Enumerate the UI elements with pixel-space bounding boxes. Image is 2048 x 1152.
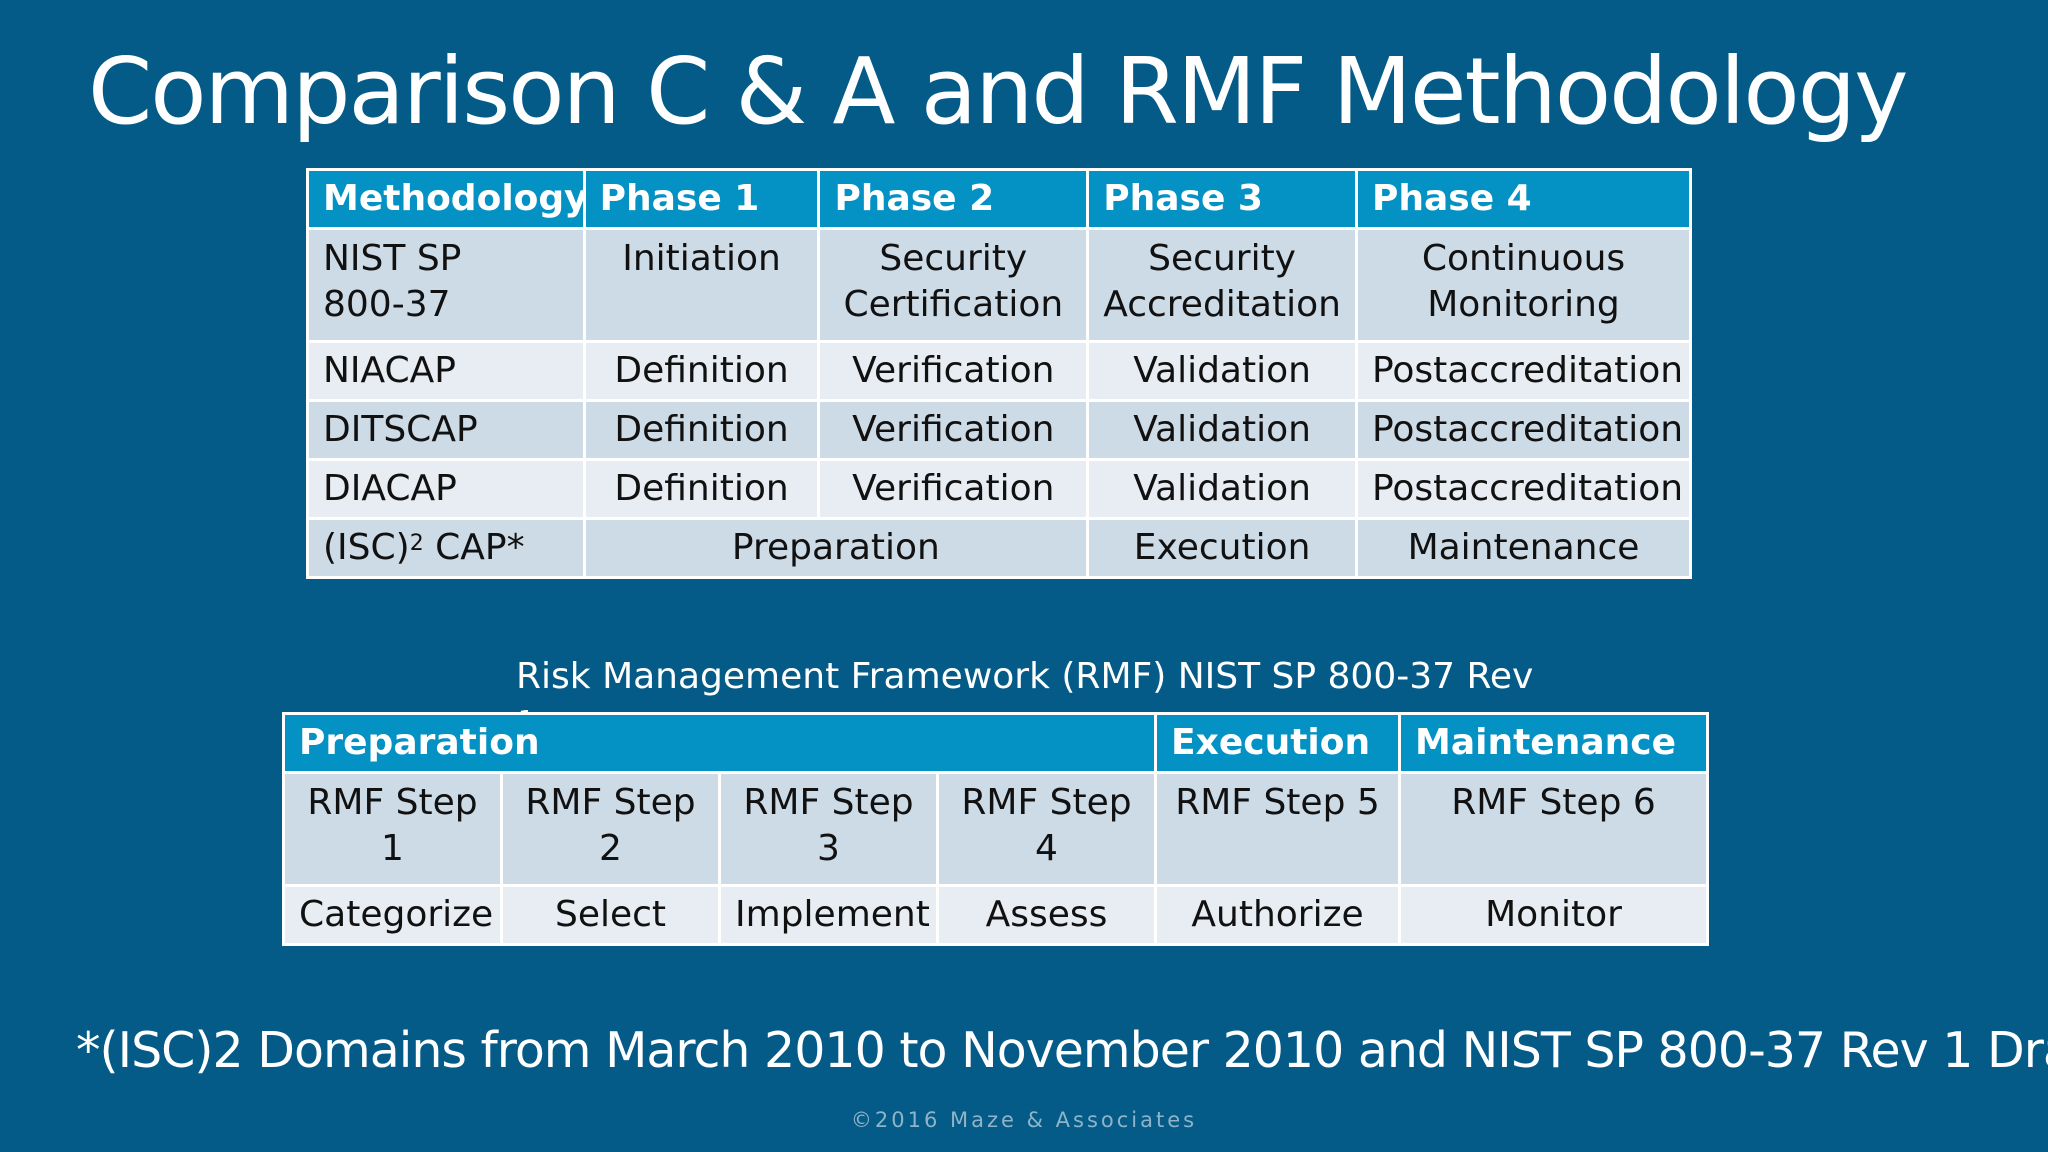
rmf-step-label: RMF Step: [743, 782, 914, 823]
header-methodology: Methodology: [306, 168, 586, 230]
rmf-step-label: RMF Step: [307, 782, 478, 823]
rmf-header-row: Preparation Execution Maintenance: [281, 712, 1710, 774]
rmf-step-name: Categorize: [282, 884, 503, 946]
rmf-step-cell: RMF Step 3: [718, 771, 939, 887]
phase-1-cell: Initiation: [582, 227, 821, 343]
header-phase-2: Phase 2: [817, 168, 1090, 230]
rmf-step-number: 3: [817, 828, 840, 869]
rmf-step-label: RMF Step: [525, 782, 696, 823]
rmf-step-cell: RMF Step 4: [935, 771, 1158, 887]
rmf-step-cell: RMF Step 6: [1398, 771, 1710, 887]
phase-1-cell: Definition: [582, 458, 821, 520]
table-row-ditscap: DITSCAP Definition Verification Validati…: [306, 399, 1693, 461]
rmf-steps-row: RMF Step 1 RMF Step 2 RMF Step 3 RMF Ste…: [282, 771, 1710, 887]
table-row-diacap: DIACAP Definition Verification Validatio…: [306, 458, 1693, 520]
header-maintenance: Maintenance: [1398, 712, 1710, 774]
rmf-caption: Risk Management Framework (RMF) NIST SP …: [516, 656, 1534, 697]
rmf-step-cell: RMF Step 1: [282, 771, 503, 887]
phase-3-line-1: Security: [1148, 238, 1296, 279]
methodology-cell: NIACAP: [306, 340, 586, 402]
rmf-step-cell: RMF Step 5: [1154, 771, 1402, 887]
rmf-step-number: 1: [381, 828, 404, 869]
rmf-step-name: Monitor: [1398, 884, 1710, 946]
methodology-line-1: NIST SP: [323, 238, 462, 279]
phase-1-cell: Definition: [582, 399, 821, 461]
rmf-step-number: 2: [599, 828, 622, 869]
rmf-step-label: RMF Step 6: [1451, 782, 1656, 823]
rmf-step-cell: RMF Step 2: [500, 771, 721, 887]
header-phase-3: Phase 3: [1086, 168, 1358, 230]
table-row-nist-sp-800-37: NIST SP 800-37 Initiation Security Certi…: [306, 227, 1693, 343]
methodology-prefix: (ISC): [323, 527, 410, 568]
slide-title: Comparison C & A and RMF Methodology: [88, 38, 1909, 145]
phase-3-line-2: Accreditation: [1103, 284, 1341, 325]
phase-2-line-2: Certification: [843, 284, 1064, 325]
rmf-step-name: Select: [500, 884, 721, 946]
rmf-step-name: Assess: [935, 884, 1158, 946]
rmf-step-label: RMF Step 5: [1175, 782, 1380, 823]
rmf-step-name: Implement: [718, 884, 939, 946]
phase-4-cell: Maintenance: [1354, 517, 1693, 579]
phase-4-cell: Postaccreditation: [1354, 458, 1693, 520]
phase-3-cell: Validation: [1086, 399, 1358, 461]
comparison-table: Methodology Phase 1 Phase 2 Phase 3 Phas…: [306, 168, 1693, 579]
phase-2-line-1: Security: [879, 238, 1028, 279]
table-row-niacap: NIACAP Definition Verification Validatio…: [306, 340, 1693, 402]
phase-3-cell: Execution: [1086, 517, 1358, 579]
rmf-step-label: RMF Step: [961, 782, 1132, 823]
phase-1-2-cell: Preparation: [582, 517, 1090, 579]
phase-3-cell: Validation: [1086, 458, 1358, 520]
methodology-line-2: 800-37: [323, 284, 451, 325]
rmf-names-row: Categorize Select Implement Assess Autho…: [282, 884, 1710, 946]
rmf-table: Preparation Execution Maintenance RMF St…: [281, 712, 1710, 946]
phase-3-cell: Validation: [1086, 340, 1358, 402]
header-preparation: Preparation: [281, 712, 1158, 774]
phase-4-line-1: Continuous: [1421, 238, 1626, 279]
copyright-notice: ©2016 Maze & Associates: [850, 1108, 1198, 1132]
footnote: *(ISC)2 Domains from March 2010 to Novem…: [76, 1022, 2048, 1079]
phase-2-cell: Verification: [817, 399, 1090, 461]
phase-3-cell: Security Accreditation: [1086, 227, 1358, 343]
phase-2-cell: Verification: [817, 340, 1090, 402]
phase-4-cell: Postaccreditation: [1354, 340, 1693, 402]
methodology-superscript: 2: [409, 531, 424, 556]
phase-4-line-2: Monitoring: [1427, 284, 1620, 325]
phase-2-cell: Security Certification: [817, 227, 1090, 343]
phase-2-cell: Verification: [817, 458, 1090, 520]
methodology-cell: NIST SP 800-37: [306, 227, 586, 343]
methodology-cell: DITSCAP: [306, 399, 586, 461]
rmf-step-number: 4: [1035, 828, 1058, 869]
table-row-isc2-cap: (ISC)2 CAP* Preparation Execution Mainte…: [306, 517, 1693, 579]
header-execution: Execution: [1154, 712, 1402, 774]
rmf-step-name: Authorize: [1154, 884, 1402, 946]
methodology-suffix: CAP*: [423, 527, 525, 568]
header-phase-1: Phase 1: [582, 168, 821, 230]
methodology-cell: DIACAP: [306, 458, 586, 520]
phase-4-cell: Continuous Monitoring: [1354, 227, 1693, 343]
phase-4-cell: Postaccreditation: [1354, 399, 1693, 461]
phase-1-cell: Definition: [582, 340, 821, 402]
methodology-cell: (ISC)2 CAP*: [306, 517, 586, 579]
header-phase-4: Phase 4: [1354, 168, 1693, 230]
comparison-header-row: Methodology Phase 1 Phase 2 Phase 3 Phas…: [306, 168, 1693, 230]
